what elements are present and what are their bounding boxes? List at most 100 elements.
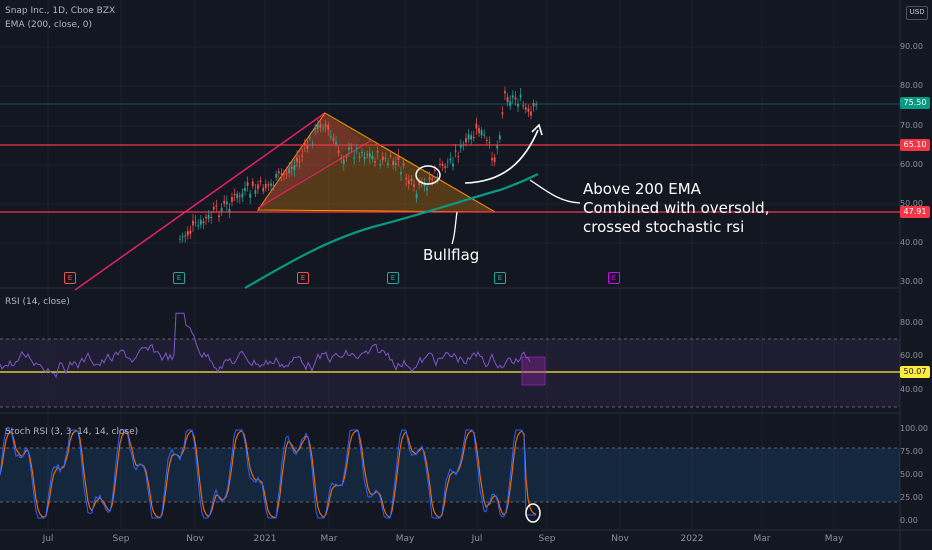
candle-body bbox=[501, 112, 504, 115]
candle-body bbox=[324, 124, 327, 127]
earnings-badge[interactable]: E bbox=[173, 272, 185, 284]
candlesticks bbox=[179, 86, 538, 244]
candle-body bbox=[233, 193, 236, 196]
candle-body bbox=[465, 138, 467, 143]
candle-body bbox=[298, 161, 301, 163]
ema-200-line bbox=[244, 173, 539, 289]
time-tick: May bbox=[395, 534, 415, 544]
candle-body bbox=[327, 124, 330, 130]
candle-body bbox=[397, 154, 400, 160]
stoch-tick: 25.00 bbox=[900, 493, 923, 502]
note-line-1: Above 200 EMA bbox=[583, 180, 701, 198]
candle-body bbox=[340, 157, 343, 159]
candle-body bbox=[199, 219, 202, 225]
resistance-price-tag: 65.10 bbox=[900, 139, 930, 151]
candle-body bbox=[480, 130, 483, 136]
candle-body bbox=[316, 124, 319, 129]
candle-body bbox=[345, 156, 348, 158]
candle-body bbox=[470, 135, 473, 140]
stoch-legend[interactable]: Stoch RSI (3, 3, 14, 14, close) bbox=[5, 427, 139, 437]
candle-body bbox=[407, 180, 410, 184]
note-line-2: Combined with oversold, bbox=[583, 199, 770, 217]
earnings-badge[interactable]: E bbox=[297, 272, 309, 284]
candle-body bbox=[483, 134, 486, 136]
candle-body bbox=[332, 138, 335, 141]
candle-body bbox=[446, 161, 449, 163]
candle-body bbox=[218, 215, 220, 218]
candle-body bbox=[259, 180, 262, 183]
candle-body bbox=[415, 193, 418, 199]
candle-body bbox=[485, 139, 488, 141]
breakout-circle bbox=[415, 165, 441, 185]
candle-body bbox=[225, 201, 228, 205]
candle-body bbox=[402, 163, 405, 166]
candle-body bbox=[371, 155, 374, 160]
price-tick: 90.00 bbox=[900, 42, 923, 51]
candle-body bbox=[400, 171, 402, 175]
candle-body bbox=[254, 190, 257, 194]
earnings-badge[interactable]: E bbox=[64, 272, 76, 284]
candle-body bbox=[519, 94, 522, 98]
candle-body bbox=[238, 195, 241, 197]
candle-body bbox=[498, 135, 501, 140]
candle-body bbox=[444, 166, 447, 168]
candle-body bbox=[249, 193, 252, 198]
candle-body bbox=[517, 104, 519, 107]
candle-body bbox=[246, 182, 249, 186]
candle-body bbox=[290, 166, 293, 169]
candle-body bbox=[202, 221, 205, 224]
stoch-tick: 0.00 bbox=[900, 516, 918, 525]
earnings-badge[interactable]: E bbox=[608, 272, 620, 284]
rsi-tick: 80.00 bbox=[900, 318, 923, 327]
candle-body bbox=[524, 107, 527, 110]
candle-body bbox=[418, 181, 421, 185]
time-tick: 2021 bbox=[253, 534, 277, 544]
symbol-legend[interactable]: Snap Inc., 1D, Cboe BZX bbox=[5, 6, 116, 16]
candle-body bbox=[181, 236, 184, 238]
candle-body bbox=[272, 185, 275, 187]
time-tick: Jul bbox=[42, 534, 54, 544]
candle-body bbox=[329, 136, 332, 138]
candle-body bbox=[296, 157, 298, 162]
candle-body bbox=[355, 147, 358, 149]
time-tick: May bbox=[824, 534, 844, 544]
price-tick: 30.00 bbox=[900, 277, 923, 286]
candle-body bbox=[257, 184, 259, 189]
rsi-value-tag: 50.07 bbox=[900, 366, 930, 378]
time-tick: Sep bbox=[538, 534, 556, 544]
grid bbox=[0, 0, 900, 530]
candle-body bbox=[514, 97, 517, 100]
candle-body bbox=[504, 90, 506, 94]
up-arrow bbox=[464, 129, 539, 184]
candle-body bbox=[439, 163, 441, 165]
currency-button[interactable]: USD bbox=[906, 6, 928, 20]
earnings-badge[interactable]: E bbox=[494, 272, 506, 284]
candle-body bbox=[384, 157, 387, 159]
candle-body bbox=[283, 172, 285, 174]
candle-body bbox=[509, 101, 512, 107]
stoch-tick: 75.00 bbox=[900, 447, 923, 456]
candle-body bbox=[457, 156, 460, 158]
candle-body bbox=[431, 178, 434, 180]
price-tick: 70.00 bbox=[900, 121, 923, 130]
candle-body bbox=[405, 177, 408, 180]
candle-body bbox=[433, 169, 436, 171]
price-tick: 50.00 bbox=[900, 199, 923, 208]
rsi-legend[interactable]: RSI (14, close) bbox=[5, 297, 70, 307]
candle-body bbox=[285, 173, 288, 175]
candle-body bbox=[366, 153, 369, 156]
candle-body bbox=[454, 150, 457, 152]
time-tick: Nov bbox=[611, 534, 629, 544]
candle-body bbox=[241, 193, 244, 198]
time-tick: Nov bbox=[186, 534, 204, 544]
candle-body bbox=[251, 181, 254, 187]
oversold-circle bbox=[525, 503, 541, 523]
candle-body bbox=[189, 230, 192, 234]
candle-body bbox=[472, 137, 475, 139]
candle-body bbox=[410, 178, 413, 181]
candle-body bbox=[532, 102, 535, 107]
bullflag-pointer bbox=[451, 211, 458, 245]
ema-legend[interactable]: EMA (200, close, 0) bbox=[5, 20, 93, 30]
earnings-badge[interactable]: E bbox=[387, 272, 399, 284]
